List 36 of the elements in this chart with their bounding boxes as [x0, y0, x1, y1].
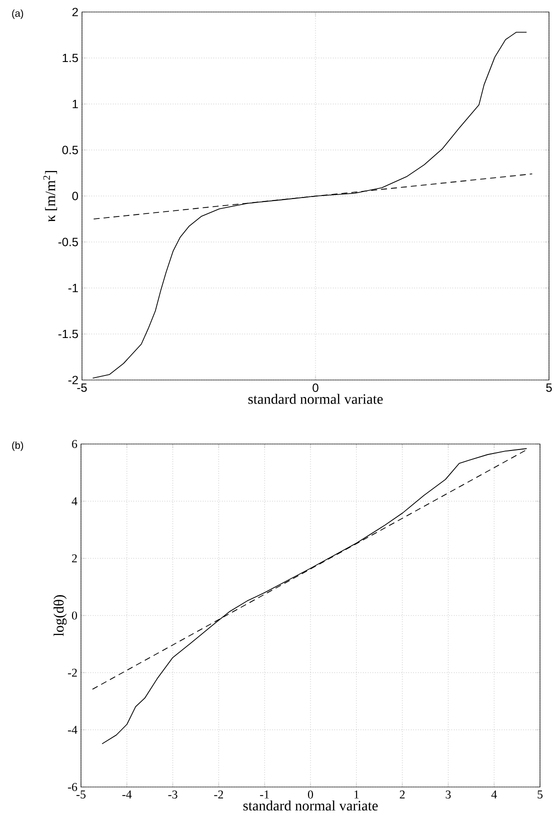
y-tick-label: 0.5 — [62, 146, 78, 154]
x-axis-title: standard normal variate — [243, 800, 378, 811]
x-tick-label: 5 — [538, 790, 543, 798]
x-tick-label: 1 — [354, 790, 359, 798]
chart-title: (b) — [12, 442, 24, 451]
x-axis-title: standard normal variate — [248, 394, 383, 404]
x-tick-label: -3 — [168, 790, 178, 799]
y-tick-label: -6 — [68, 782, 78, 792]
x-tick-label: 4 — [491, 790, 497, 798]
y-tick-label: -0.5 — [58, 238, 78, 246]
y-tick-label: 1 — [72, 100, 78, 108]
x-tick-label: 5 — [546, 384, 552, 392]
x-tick-label: -4 — [122, 790, 132, 798]
y-tick-label: -2 — [68, 668, 77, 677]
x-tick-label: -5 — [76, 790, 86, 798]
y-tick-label: 0 — [72, 192, 78, 200]
y-tick-label: -2 — [68, 376, 78, 384]
y-tick-label: -1 — [68, 284, 78, 292]
x-tick-label: -5 — [77, 384, 87, 392]
x-tick-label: -1 — [260, 790, 269, 798]
y-tick-label: 1.5 — [62, 54, 78, 62]
y-tick-label: 2 — [72, 554, 77, 562]
x-tick-label: -2 — [214, 790, 224, 798]
y-axis-title: κ [m/m$^{2}$] — [43, 170, 58, 222]
x-tick-label: 0 — [312, 384, 318, 392]
x-tick-label: 3 — [446, 790, 451, 799]
y-axis-title: log(dθ) — [54, 595, 67, 636]
x-tick-label: 2 — [400, 790, 405, 798]
chart-title: (a) — [12, 10, 24, 19]
y-tick-label: 0 — [72, 611, 78, 620]
y-tick-label: 4 — [72, 497, 78, 506]
y-tick-label: 6 — [72, 440, 78, 448]
y-tick-label: -1.5 — [58, 330, 78, 338]
y-tick-label: 2 — [72, 8, 78, 16]
y-tick-label: -4 — [68, 726, 78, 734]
x-tick-label: 0 — [308, 790, 314, 799]
